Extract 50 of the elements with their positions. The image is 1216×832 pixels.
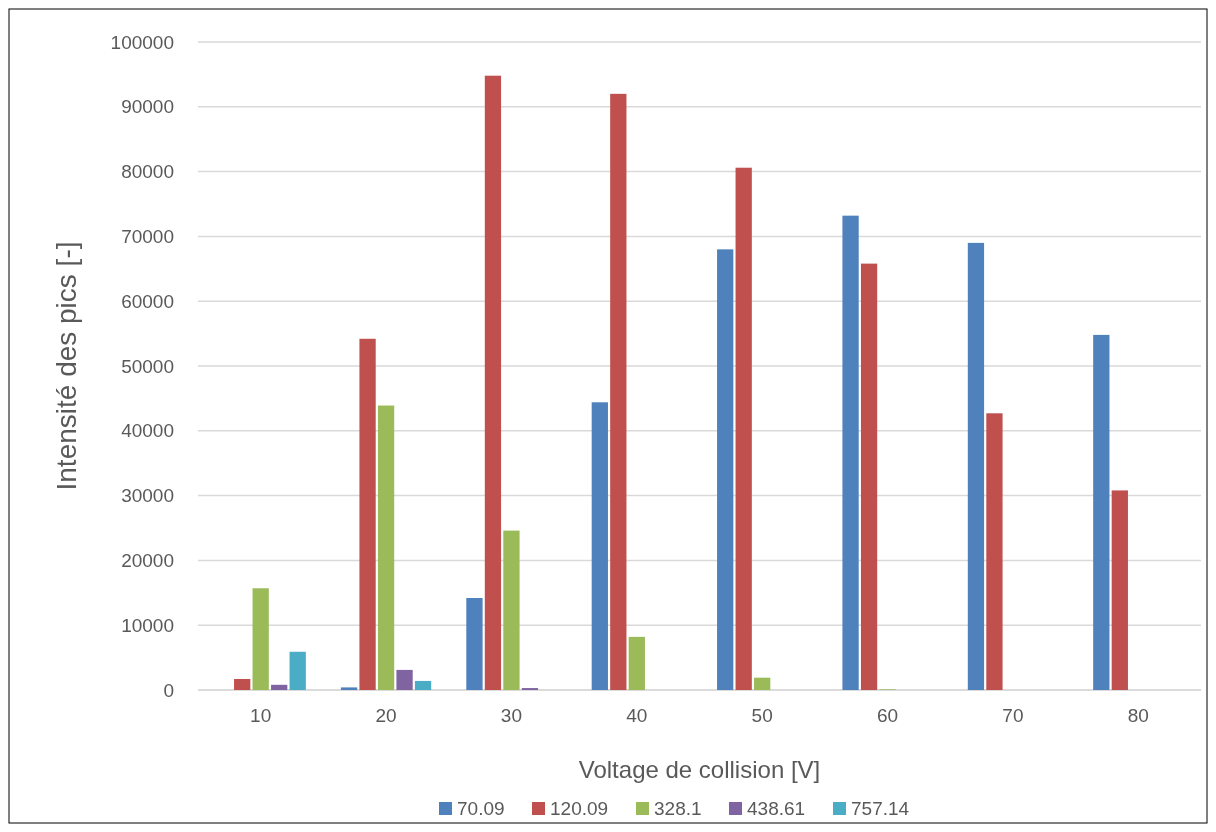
x-tick-label: 80 — [1127, 705, 1149, 726]
x-axis-title: Voltage de collision [V] — [578, 756, 821, 783]
x-tick-label: 40 — [626, 705, 648, 726]
bar — [717, 249, 734, 690]
y-tick-label: 80000 — [121, 161, 174, 183]
bar — [591, 402, 608, 690]
legend-label: 328.1 — [654, 798, 702, 819]
bar — [754, 677, 771, 690]
bar — [503, 530, 520, 690]
bar — [610, 93, 627, 690]
bar — [860, 263, 878, 690]
legend-label: 120.09 — [550, 798, 609, 819]
bar — [1111, 490, 1128, 690]
y-axis-title: Intensité des pics [-] — [51, 241, 82, 491]
bar — [396, 669, 413, 690]
bar — [252, 588, 269, 690]
bar — [735, 167, 752, 690]
bar — [340, 687, 358, 690]
y-tick-label: 40000 — [121, 420, 174, 442]
y-tick-label: 50000 — [121, 355, 174, 377]
y-tick-label: 100000 — [110, 31, 174, 53]
y-tick-label: 60000 — [121, 290, 174, 312]
bar — [289, 651, 306, 690]
bar — [466, 597, 483, 690]
y-tick-label: 90000 — [121, 96, 174, 118]
bar — [484, 75, 502, 690]
x-tick-label: 30 — [500, 705, 523, 726]
y-tick-label: 20000 — [121, 550, 174, 572]
y-tick-label: 0 — [163, 679, 174, 701]
legend-label: 757.14 — [851, 798, 910, 819]
bar — [967, 242, 985, 690]
bar — [377, 405, 395, 690]
x-tick-label: 70 — [1002, 705, 1024, 726]
bar — [271, 684, 288, 690]
legend-label: 438.61 — [747, 798, 806, 819]
x-tick-label: 60 — [876, 705, 899, 726]
bar — [414, 680, 432, 690]
bar — [234, 678, 251, 690]
bar — [628, 636, 645, 690]
x-tick-label: 50 — [751, 705, 773, 726]
x-tick-label: 10 — [250, 705, 272, 726]
legend-label: 70.09 — [457, 798, 505, 819]
bar — [1093, 334, 1110, 690]
bar — [359, 338, 376, 690]
x-tick-label: 20 — [375, 705, 397, 726]
bar — [842, 215, 859, 690]
y-tick-label: 10000 — [121, 614, 174, 636]
y-tick-label: 70000 — [121, 226, 174, 248]
y-tick-label: 30000 — [121, 485, 174, 507]
bar — [986, 413, 1003, 690]
